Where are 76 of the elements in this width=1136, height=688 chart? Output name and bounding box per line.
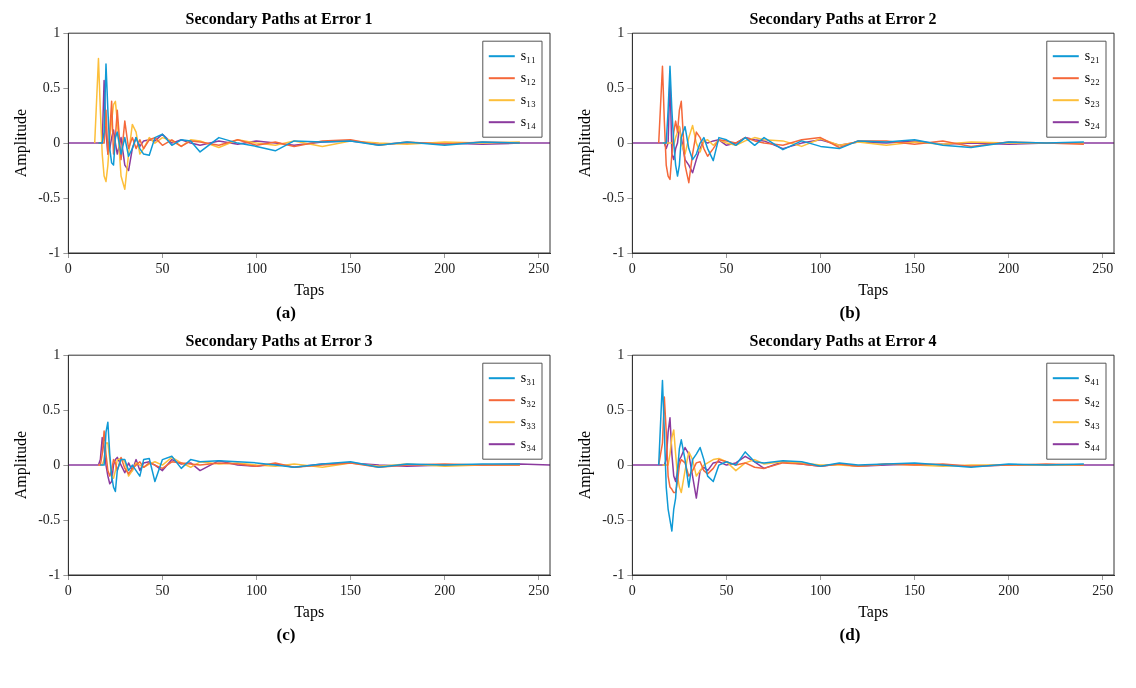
x-axis-title: Taps <box>294 602 325 621</box>
x-tick-label: 150 <box>904 261 926 277</box>
x-tick-label: 100 <box>810 261 831 277</box>
x-tick-label: 50 <box>719 261 734 277</box>
x-axis-title: Taps <box>858 602 889 621</box>
x-tick-label: 0 <box>628 261 636 277</box>
y-tick-label: 1 <box>53 346 61 362</box>
x-tick-label: 150 <box>904 583 926 599</box>
legend-label: s₃₁ <box>520 369 537 385</box>
y-tick-label: -1 <box>612 244 625 260</box>
legend-label: s₁₂ <box>520 69 537 85</box>
y-tick-label: 0.5 <box>42 401 61 417</box>
legend-label: s₂₃ <box>1084 91 1101 107</box>
y-axis-title: Amplitude <box>575 430 594 500</box>
x-tick-label: 0 <box>628 583 636 599</box>
x-tick-label: 150 <box>340 261 362 277</box>
x-tick-label: 0 <box>64 583 72 599</box>
y-tick-label: 0 <box>53 456 61 472</box>
x-tick-label: 100 <box>246 261 267 277</box>
y-tick-label: -0.5 <box>38 511 61 527</box>
y-tick-label: 0.5 <box>42 79 61 95</box>
x-tick-label: 200 <box>434 583 456 599</box>
legend-label: s₁₁ <box>520 47 537 63</box>
y-tick-label: 1 <box>53 24 61 40</box>
y-tick-label: 1 <box>617 24 625 40</box>
chart-title: Secondary Paths at Error 4 <box>749 331 937 350</box>
chart-title: Secondary Paths at Error 3 <box>185 331 373 350</box>
x-tick-label: 50 <box>155 583 170 599</box>
x-tick-label: 250 <box>1092 261 1114 277</box>
y-axis-title: Amplitude <box>575 108 594 178</box>
x-tick-label: 200 <box>998 261 1020 277</box>
y-tick-label: 0 <box>617 456 625 472</box>
x-axis-title: Taps <box>294 280 325 299</box>
y-tick-label: 0 <box>53 134 61 150</box>
y-tick-label: -0.5 <box>38 189 61 205</box>
y-axis-title: Amplitude <box>11 108 30 178</box>
y-tick-label: 1 <box>617 346 625 362</box>
text: (a) <box>275 302 297 324</box>
x-tick-label: 50 <box>155 261 170 277</box>
x-tick-label: 250 <box>1092 583 1114 599</box>
x-tick-label: 200 <box>998 583 1020 599</box>
legend-label: s₂₁ <box>1084 47 1101 63</box>
text: (d) <box>838 624 862 646</box>
y-tick-label: -1 <box>48 566 61 582</box>
x-tick-label: 0 <box>64 261 72 277</box>
text: (b) <box>838 302 862 324</box>
legend-label: s₃₄ <box>520 435 537 451</box>
y-tick-label: -1 <box>48 244 61 260</box>
x-tick-label: 100 <box>810 583 831 599</box>
chart-title: Secondary Paths at Error 1 <box>185 9 373 28</box>
legend-label: s₂₄ <box>1084 113 1101 129</box>
legend-label: s₃₂ <box>520 391 537 407</box>
y-tick-label: 0.5 <box>606 401 625 417</box>
legend-label: s₂₂ <box>1084 69 1101 85</box>
chart-title: Secondary Paths at Error 2 <box>749 9 937 28</box>
y-tick-label: 0 <box>617 134 625 150</box>
x-tick-label: 150 <box>340 583 362 599</box>
x-axis-title: Taps <box>858 280 889 299</box>
x-tick-label: 250 <box>528 583 550 599</box>
legend-label: s₁₃ <box>520 91 537 107</box>
y-tick-label: -0.5 <box>602 511 625 527</box>
y-tick-label: 0.5 <box>606 79 625 95</box>
legend-label: s₄₃ <box>1084 413 1101 429</box>
x-tick-label: 50 <box>719 583 734 599</box>
x-tick-label: 200 <box>434 261 456 277</box>
legend-label: s₄₄ <box>1084 435 1101 451</box>
legend-label: s₄₁ <box>1084 369 1101 385</box>
x-tick-label: 250 <box>528 261 550 277</box>
y-tick-label: -1 <box>612 566 625 582</box>
x-tick-label: 100 <box>246 583 267 599</box>
y-axis-title: Amplitude <box>11 430 30 500</box>
y-tick-label: -0.5 <box>602 189 625 205</box>
text: (c) <box>275 624 297 646</box>
legend-label: s₁₄ <box>520 113 537 129</box>
legend-label: s₃₃ <box>520 413 537 429</box>
legend-label: s₄₂ <box>1084 391 1101 407</box>
